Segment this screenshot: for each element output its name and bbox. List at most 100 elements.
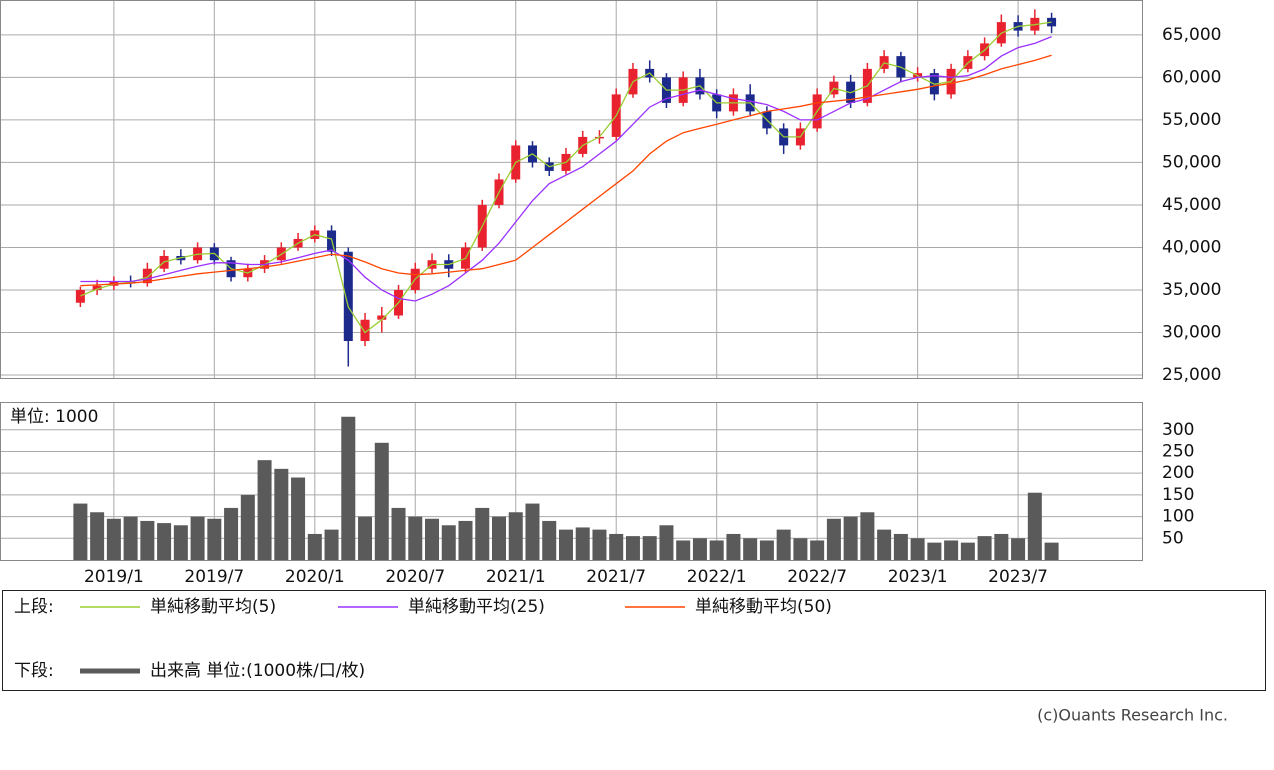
- volume-bar: [709, 540, 724, 560]
- volume-bar: [692, 538, 707, 560]
- volume-bar: [324, 529, 339, 560]
- volume-bar: [123, 516, 138, 560]
- legend-volume: 出来高 単位:(1000株/口/枚): [150, 661, 365, 681]
- volume-tick-label: 200: [1162, 463, 1194, 483]
- volume-bar: [860, 512, 875, 560]
- y-tick-label: 35,000: [1162, 280, 1221, 300]
- copyright: (c)Ouants Research Inc.: [1037, 706, 1228, 725]
- volume-tick-label: 150: [1162, 485, 1194, 505]
- x-tick-label: 2019/7: [184, 567, 244, 587]
- legend-label: 単純移動平均(50): [695, 597, 832, 617]
- legend-upper: 上段:: [14, 597, 54, 617]
- y-tick-label: 50,000: [1162, 152, 1221, 172]
- volume-bar: [90, 512, 105, 560]
- moving-average-line: [80, 35, 1052, 302]
- volume-bar: [1044, 542, 1059, 560]
- volume-bar: [994, 533, 1009, 560]
- volume-bar: [910, 538, 925, 560]
- legend-label: 単純移動平均(25): [408, 597, 545, 617]
- legend-lower: 下段:: [14, 661, 54, 681]
- volume-tick-label: 300: [1162, 420, 1194, 440]
- candle-body: [377, 315, 387, 320]
- candle-body: [92, 285, 102, 290]
- volume-bar: [843, 516, 858, 560]
- candle-body: [360, 319, 370, 342]
- volume-bar: [642, 536, 657, 560]
- volume-bar: [877, 529, 892, 560]
- volume-bar: [173, 525, 188, 560]
- volume-bar: [240, 494, 255, 560]
- x-tick-label: 2020/1: [285, 567, 345, 587]
- x-tick-label: 2023/7: [988, 567, 1048, 587]
- volume-bar: [425, 518, 440, 560]
- volume-bar: [893, 533, 908, 560]
- volume-bar: [609, 533, 624, 560]
- volume-bar: [491, 516, 506, 560]
- y-tick-label: 25,000: [1162, 365, 1221, 385]
- x-tick-label: 2020/7: [385, 567, 445, 587]
- volume-frame: [0, 402, 1143, 561]
- volume-bar: [207, 518, 222, 560]
- candle-body: [343, 251, 353, 342]
- y-tick-label: 65,000: [1162, 25, 1221, 45]
- volume-tick-label: 100: [1162, 507, 1194, 527]
- volume-bar: [592, 529, 607, 560]
- y-tick-label: 55,000: [1162, 110, 1221, 130]
- volume-bar: [625, 536, 640, 560]
- x-tick-label: 2022/7: [787, 567, 847, 587]
- x-tick-label: 2021/7: [586, 567, 646, 587]
- volume-bar: [408, 516, 423, 560]
- volume-bar: [475, 507, 490, 560]
- volume-bar: [441, 525, 456, 560]
- volume-bar: [458, 520, 473, 560]
- volume-bar: [558, 529, 573, 560]
- volume-bar: [291, 477, 306, 560]
- volume-bar: [508, 512, 523, 560]
- volume-bar: [307, 533, 322, 560]
- volume-bar: [960, 542, 975, 560]
- volume-bar: [525, 503, 540, 560]
- volume-bar: [575, 527, 590, 560]
- x-tick-label: 2021/1: [486, 567, 546, 587]
- moving-average-line: [80, 21, 1052, 334]
- volume-bar: [190, 516, 205, 560]
- volume-bar: [140, 520, 155, 560]
- volume-bar: [810, 540, 825, 560]
- y-tick-label: 40,000: [1162, 237, 1221, 257]
- volume-tick-label: 250: [1162, 441, 1194, 461]
- volume-bar: [106, 518, 121, 560]
- volume-bar: [759, 540, 774, 560]
- candle-body: [594, 136, 604, 139]
- candle-body: [142, 268, 152, 284]
- volume-bar: [743, 538, 758, 560]
- volume-tick-label: 50: [1162, 528, 1184, 548]
- x-tick-label: 2019/1: [84, 567, 144, 587]
- volume-bar: [374, 442, 389, 560]
- y-tick-label: 60,000: [1162, 67, 1221, 87]
- volume-bar: [676, 540, 691, 560]
- volume-bar: [358, 516, 373, 560]
- candle-body: [75, 289, 85, 303]
- volume-bar: [927, 542, 942, 560]
- y-tick-label: 45,000: [1162, 195, 1221, 215]
- volume-bar: [776, 529, 791, 560]
- volume-bar: [341, 416, 356, 560]
- volume-bar: [659, 525, 674, 560]
- volume-bar: [1027, 492, 1042, 560]
- price-panel: [0, 0, 1143, 379]
- price-frame: [0, 0, 1143, 379]
- volume-bar: [726, 533, 741, 560]
- volume-bar: [391, 507, 406, 560]
- volume-bar: [793, 538, 808, 560]
- volume-bar: [257, 460, 272, 560]
- legend-label: 単純移動平均(5): [150, 597, 276, 617]
- volume-bar: [977, 536, 992, 560]
- volume-bar: [224, 507, 239, 560]
- volume-bar: [73, 503, 88, 560]
- volume-unit: 単位: 1000: [10, 407, 98, 427]
- volume-bar: [1011, 538, 1026, 560]
- x-tick-label: 2023/1: [888, 567, 948, 587]
- volume-bar: [826, 518, 841, 560]
